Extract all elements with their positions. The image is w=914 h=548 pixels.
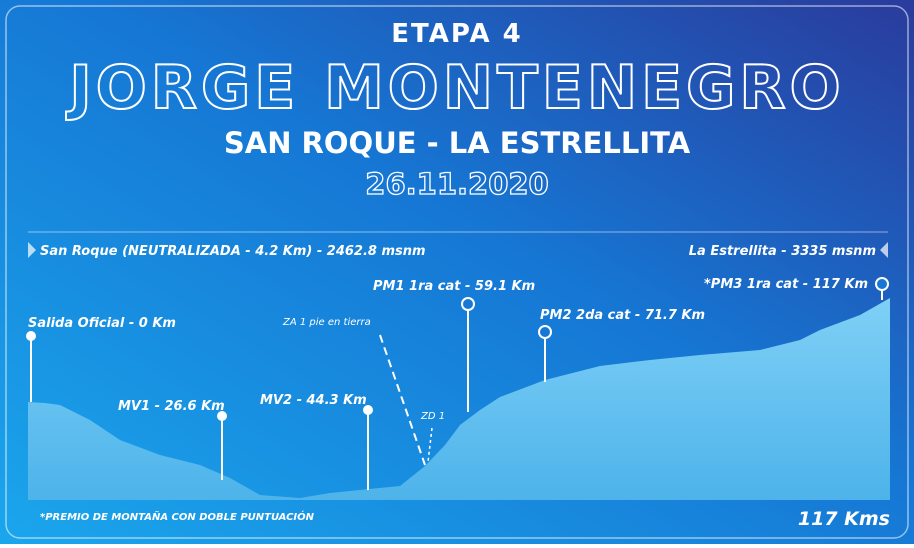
- point-label: Salida Oficial - 0 Km: [28, 316, 176, 331]
- footnote: *PREMIO DE MONTAÑA CON DOBLE PUNTUACIÓN: [40, 510, 315, 523]
- rider-name: JORGE MONTENEGRO: [65, 53, 844, 123]
- point-label: ZD 1: [420, 411, 445, 422]
- point-label: PM1 1ra cat - 59.1 Km: [373, 279, 535, 294]
- point-label: PM2 2da cat - 71.7 Km: [540, 308, 705, 323]
- point-label: *PM3 1ra cat - 117 Km: [704, 277, 868, 292]
- start-label: San Roque (NEUTRALIZADA - 4.2 Km) - 2462…: [40, 244, 426, 259]
- elevation-profile: [28, 298, 890, 500]
- distance: 117 Kms: [798, 508, 890, 530]
- end-label: La Estrellita - 3335 msnm: [689, 244, 876, 259]
- frame: [5, 5, 909, 539]
- point-label: MV2 - 44.3 Km: [260, 393, 367, 408]
- markers: [26, 277, 889, 490]
- route: SAN ROQUE - LA ESTRELLITA: [224, 126, 691, 160]
- point-label: ZA 1 pie en tierra: [282, 317, 371, 328]
- stage: ETAPA 4: [391, 19, 523, 49]
- point-label: MV1 - 26.6 Km: [118, 399, 225, 414]
- date: 26.11.2020: [365, 167, 548, 201]
